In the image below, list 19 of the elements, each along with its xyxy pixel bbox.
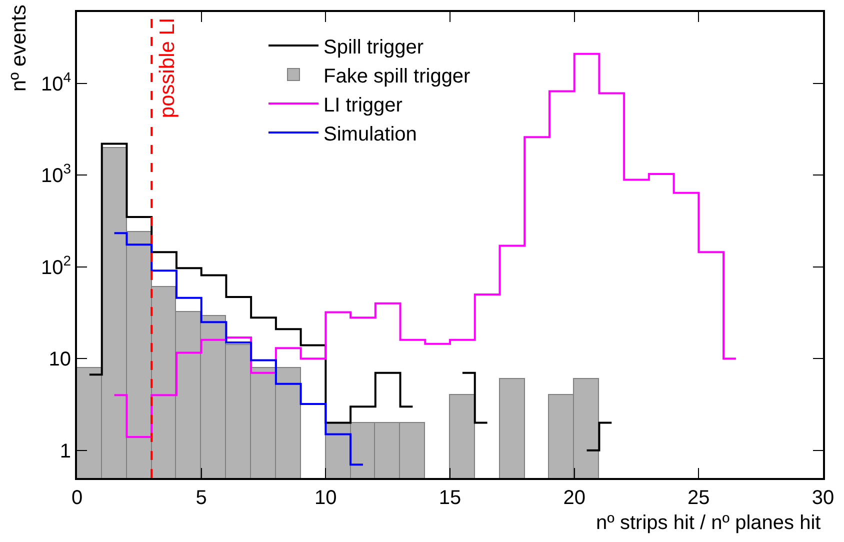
legend-label: Spill trigger [324,36,424,58]
y-axis-title: nº events [7,4,30,92]
x-tick-label: 15 [438,487,462,509]
x-tick-label: 0 [71,487,83,509]
x-axis-title: nº strips hit / nº planes hit [596,512,822,534]
y-tick-label: 10 [48,348,71,371]
y-tick-label: 10$^{3}$ [40,160,72,188]
legend-label: Fake spill trigger [324,65,471,88]
x-tick-label: 10 [314,487,337,509]
y-tick-label: 10$^{4}$ [40,68,72,96]
ref-line-label: possible LI [156,18,180,118]
x-tick-label: 25 [688,487,710,509]
y-tick-label: 1 [60,440,71,462]
x-tick-label: 5 [196,487,207,509]
x-tick-label: 20 [563,487,586,509]
legend-label: Simulation [324,123,417,146]
x-tick-label: 30 [812,487,834,509]
y-tick-label: 10$^{2}$ [40,252,72,279]
legend-label: LI trigger [324,94,403,116]
